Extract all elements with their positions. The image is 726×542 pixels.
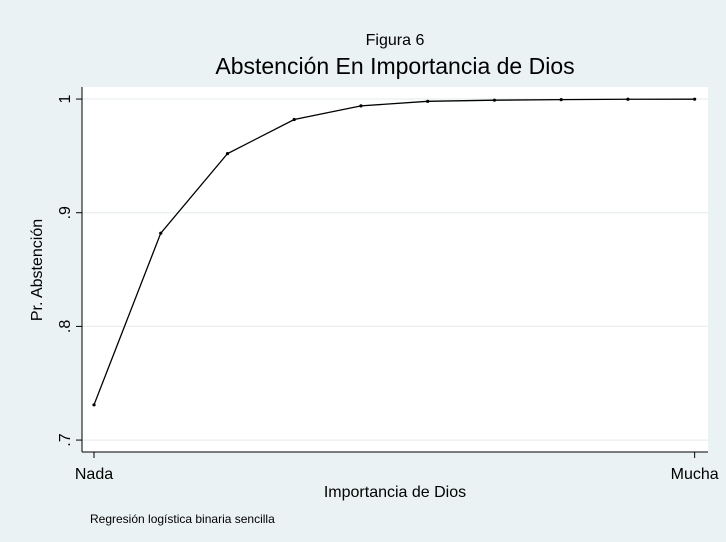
- plot-area: [82, 87, 708, 452]
- y-axis-label: Pr. Abstención: [29, 219, 46, 321]
- line: [93, 98, 695, 406]
- marker: [559, 98, 563, 102]
- marker: [626, 97, 630, 101]
- x-axis-label: Importancia de Dios: [324, 484, 466, 501]
- marker: [359, 104, 363, 108]
- marker: [292, 117, 296, 122]
- chart-subtitle: Figura 6: [366, 32, 425, 49]
- marker: [159, 231, 163, 235]
- y-tick-label: 1: [57, 95, 74, 104]
- x-tick-label: Nada: [75, 466, 113, 483]
- chart-title: Abstención En Importancia de Dios: [215, 53, 574, 79]
- marker: [693, 97, 697, 101]
- marker: [426, 99, 430, 103]
- note: Regresión logística binaria sencilla: [90, 512, 275, 526]
- marker: [92, 403, 96, 407]
- y-tick-label: .9: [57, 206, 74, 219]
- y-tick-label: .8: [57, 320, 74, 333]
- marker: [492, 98, 497, 102]
- y-tick-label: .7: [57, 433, 74, 446]
- x-tick-label: Mucha: [671, 466, 719, 483]
- marker: [225, 152, 230, 156]
